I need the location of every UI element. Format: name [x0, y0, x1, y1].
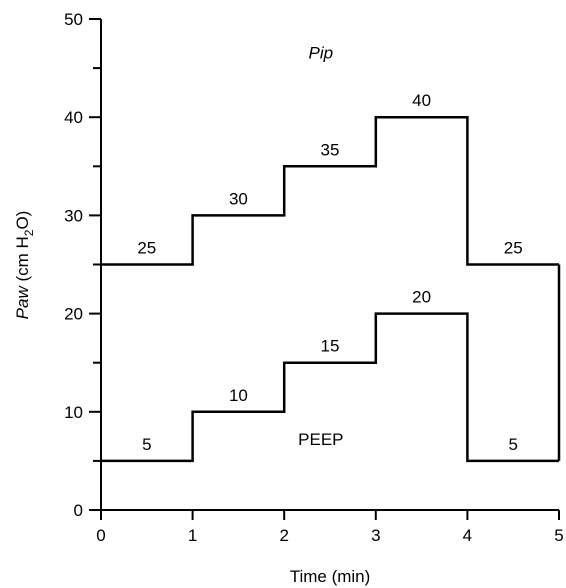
y-axis-title-post: O): [13, 211, 32, 230]
step-value-label: 15: [321, 337, 340, 356]
x-tick-label: 1: [188, 526, 197, 545]
axis-ticks: 0 10 20 30 40 50 0 1 2 3 4 5: [64, 10, 564, 545]
step-value-label: 35: [321, 140, 340, 159]
y-axis-title-sub: 2: [22, 229, 36, 236]
x-tick-label: 5: [554, 526, 563, 545]
y-axis-title-pre: (cm H: [13, 236, 32, 286]
step-value-label: 5: [508, 435, 517, 454]
data-labels: 25 30 35 40 25 5 10 15 20 5 Pip PEEP: [137, 43, 522, 454]
x-tick-label: 3: [371, 526, 380, 545]
series-line-peep: [101, 312, 559, 463]
step-value-label: 30: [229, 189, 248, 208]
step-value-label: 40: [412, 91, 431, 110]
x-tick-label: 0: [96, 526, 105, 545]
series-line-pip: [101, 115, 559, 266]
step-value-label: 25: [504, 239, 523, 258]
y-axis-title-italic: Paw: [13, 285, 32, 320]
x-tick-label: 4: [463, 526, 472, 545]
step-value-label: 5: [142, 435, 151, 454]
y-tick-label: 10: [64, 403, 83, 422]
x-axis-title: Time (min): [290, 567, 371, 586]
step-value-label: 25: [137, 239, 156, 258]
series-label-peep: PEEP: [298, 430, 343, 449]
series-label-pip: Pip: [309, 43, 334, 62]
y-tick-label: 20: [64, 305, 83, 324]
step-value-label: 20: [412, 288, 431, 307]
y-tick-label: 40: [64, 108, 83, 127]
y-axis-title: Paw (cm H2O): [13, 211, 36, 320]
step-value-label: 10: [229, 386, 248, 405]
y-tick-label: 50: [64, 10, 83, 29]
y-tick-label: 0: [74, 501, 83, 520]
series-lines: [101, 115, 561, 463]
x-tick-label: 2: [279, 526, 288, 545]
y-tick-label: 30: [64, 206, 83, 225]
